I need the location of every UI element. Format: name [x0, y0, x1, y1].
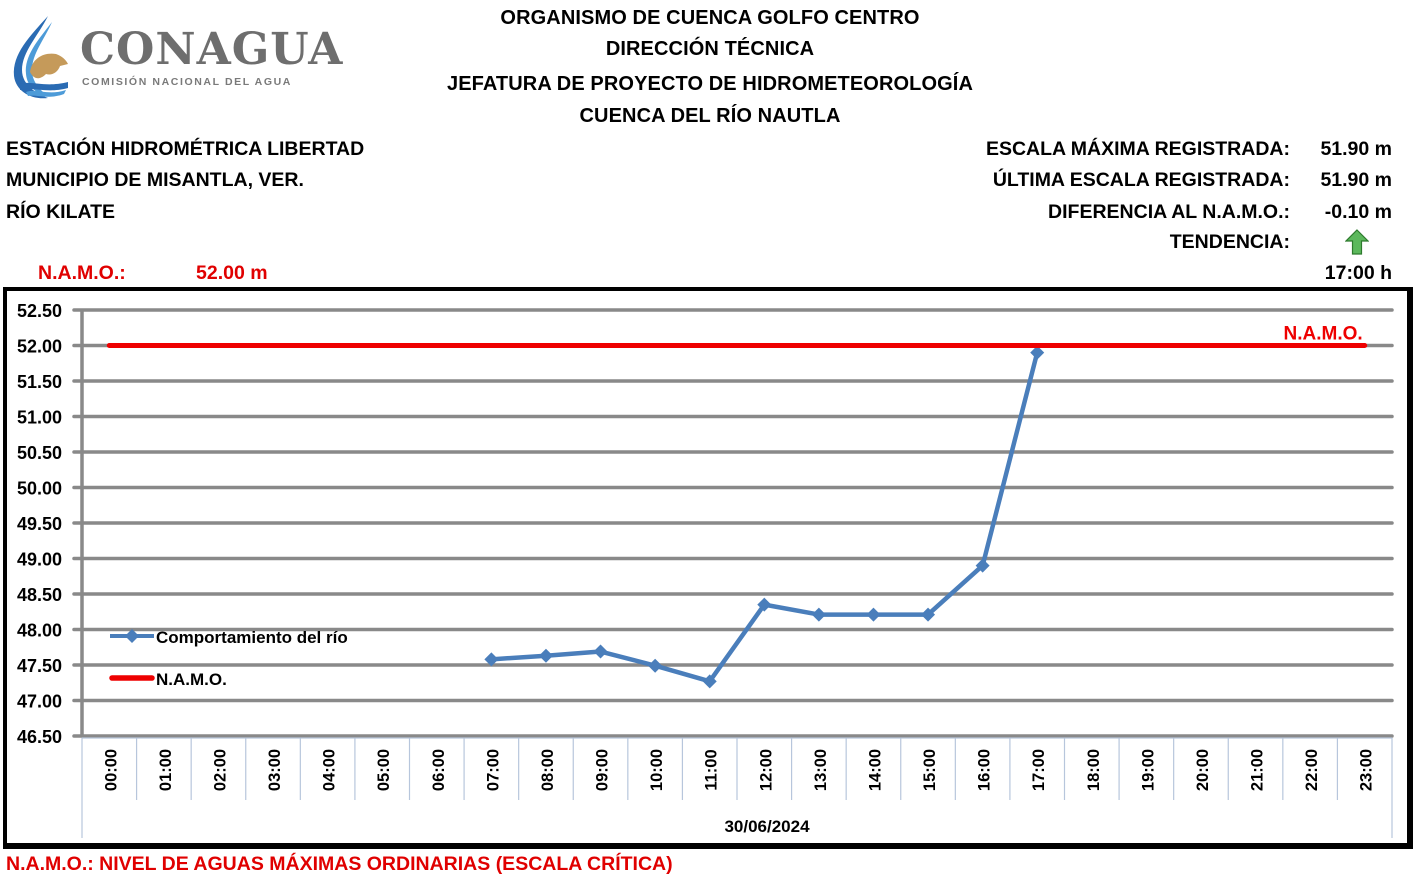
namo-footnote: N.A.M.O.: NIVEL DE AGUAS MÁXIMAS ORDINAR…: [6, 853, 673, 875]
y-tick-label: 51.50: [17, 372, 62, 392]
x-tick-label: 14:00: [866, 749, 884, 791]
diamond-marker-icon: [757, 597, 772, 612]
y-tick-label: 52.50: [17, 301, 62, 321]
namo-annotation: N.A.M.O.: [1284, 324, 1363, 345]
y-tick-label: 50.00: [17, 479, 62, 499]
arrow-up-icon: [1345, 229, 1369, 255]
trend-label: TENDENCIA:: [1169, 231, 1290, 253]
x-tick-label: 18:00: [1085, 749, 1103, 791]
x-tick-label: 07:00: [484, 749, 502, 791]
diamond-marker-icon: [975, 558, 990, 573]
y-tick-label: 48.00: [17, 621, 62, 641]
x-tick-label: 09:00: [594, 749, 612, 791]
namo-value: 52.00 m: [196, 262, 268, 284]
diamond-marker-icon: [538, 648, 553, 663]
station-municipality: MUNICIPIO DE MISANTLA, VER.: [6, 169, 304, 191]
station-name: ESTACIÓN HIDROMÉTRICA LIBERTAD: [6, 138, 365, 160]
x-tick-label: 12:00: [757, 749, 775, 791]
diamond-marker-icon: [811, 607, 826, 622]
last-scale-value: 51.90 m: [1320, 169, 1392, 191]
y-tick-label: 47.00: [17, 692, 62, 712]
diamond-marker-icon: [593, 644, 608, 659]
x-tick-label: 16:00: [976, 749, 994, 791]
diamond-marker-icon: [1030, 345, 1045, 360]
x-tick-label: 01:00: [157, 749, 175, 791]
x-tick-label: 19:00: [1139, 749, 1157, 791]
diamond-marker-icon: [702, 674, 717, 689]
x-tick-label: 00:00: [102, 749, 120, 791]
y-tick-label: 46.50: [17, 727, 62, 747]
water-drop-eagle-icon: [13, 16, 68, 99]
reading-time: 17:00 h: [1324, 262, 1392, 284]
max-scale-label: ESCALA MÁXIMA REGISTRADA:: [985, 138, 1290, 160]
legend-namo-label: N.A.M.O.: [156, 670, 227, 689]
x-tick-label: 06:00: [430, 749, 448, 791]
x-tick-label: 04:00: [321, 749, 339, 791]
header-direction: DIRECCIÓN TÉCNICA: [605, 38, 815, 60]
y-tick-label: 49.50: [17, 514, 62, 534]
diamond-marker-icon: [648, 658, 663, 673]
y-tick-label: 50.50: [17, 443, 62, 463]
y-tick-label: 52.00: [17, 337, 62, 357]
namo-diff-value: -0.10 m: [1324, 201, 1392, 223]
x-tick-label: 02:00: [211, 749, 229, 791]
x-tick-label: 10:00: [648, 749, 666, 791]
x-tick-label: 05:00: [375, 749, 393, 791]
river-series-line: [491, 352, 1040, 684]
header-basin: CUENCA DEL RÍO NAUTLA: [579, 105, 841, 127]
x-tick-label: 23:00: [1358, 749, 1376, 791]
x-tick-label: 13:00: [812, 749, 830, 791]
namo-label: N.A.M.O.:: [38, 262, 126, 284]
y-tick-label: 47.50: [17, 656, 62, 676]
x-tick-label: 15:00: [921, 749, 939, 791]
logo-subtitle: COMISIÓN NACIONAL DEL AGUA: [82, 76, 292, 88]
namo-diff-label: DIFERENCIA AL N.A.M.O.:: [1048, 201, 1290, 223]
y-tick-label: 51.00: [17, 408, 62, 428]
x-tick-label: 08:00: [539, 749, 557, 791]
max-scale-value: 51.90 m: [1320, 138, 1392, 160]
header-project: JEFATURA DE PROYECTO DE HIDROMETEOROLOGÍ…: [447, 73, 973, 95]
diamond-marker-icon: [866, 607, 881, 622]
x-tick-label: 03:00: [266, 749, 284, 791]
diamond-marker-icon: [921, 607, 936, 622]
x-tick-label: 20:00: [1194, 749, 1212, 791]
x-tick-label: 17:00: [1030, 749, 1048, 791]
x-tick-label: 22:00: [1303, 749, 1321, 791]
x-axis-label: 30/06/2024: [724, 817, 810, 836]
y-tick-label: 49.00: [17, 550, 62, 570]
x-tick-label: 21:00: [1249, 749, 1267, 791]
logo-wordmark: CONAGUA: [80, 24, 344, 75]
x-tick-label: 11:00: [703, 749, 721, 790]
station-river: RÍO KILATE: [6, 201, 116, 223]
diamond-marker-icon: [484, 652, 499, 667]
header-organism: ORGANISMO DE CUENCA GOLFO CENTRO: [500, 7, 920, 29]
legend-river-label: Comportamiento del río: [156, 628, 348, 647]
y-tick-label: 48.50: [17, 585, 62, 605]
last-scale-label: ÚLTIMA ESCALA REGISTRADA:: [992, 169, 1290, 191]
legend-diamond-icon: [125, 629, 139, 643]
